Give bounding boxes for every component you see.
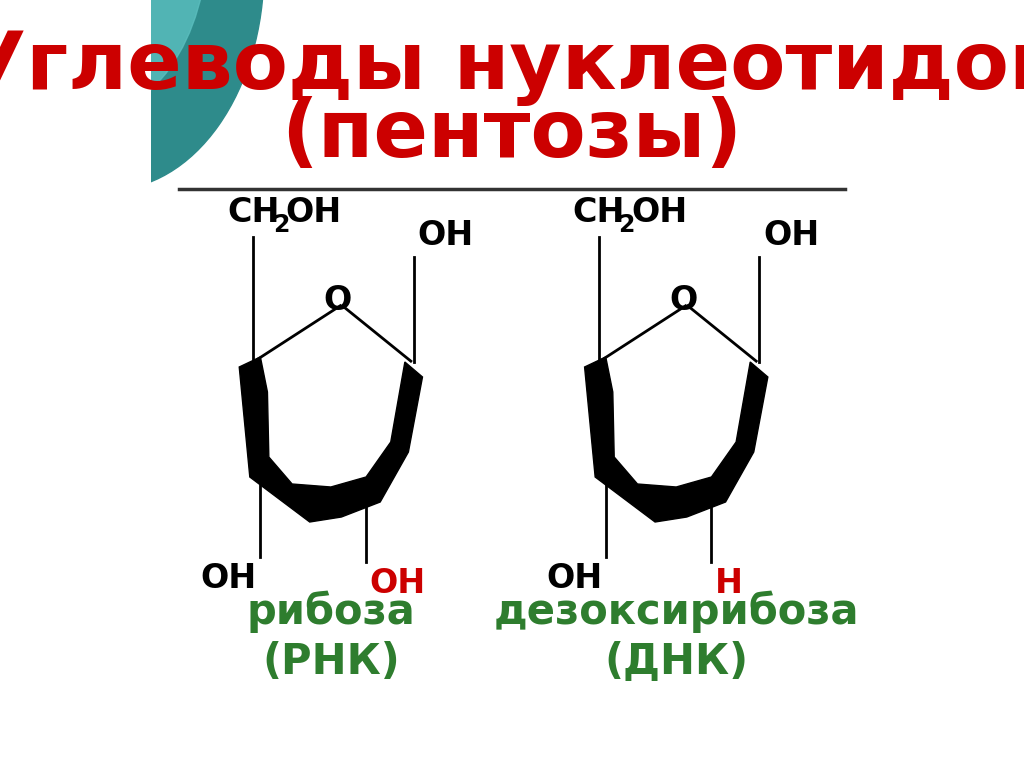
Text: H: H (715, 567, 743, 600)
Text: 2: 2 (273, 213, 290, 237)
Text: O: O (669, 284, 697, 317)
Text: Углеводы нуклеотидов: Углеводы нуклеотидов (0, 28, 1024, 106)
Text: дезоксирибоза: дезоксирибоза (494, 591, 859, 634)
Text: OH: OH (631, 196, 687, 229)
Text: O: O (324, 284, 352, 317)
Text: (РНК): (РНК) (262, 641, 399, 683)
Text: 2: 2 (618, 213, 635, 237)
Text: CH: CH (572, 196, 625, 229)
Text: рибоза: рибоза (247, 591, 416, 634)
Text: (пентозы): (пентозы) (282, 96, 742, 174)
Text: OH: OH (763, 219, 819, 252)
Polygon shape (585, 357, 768, 522)
Text: OH: OH (418, 219, 474, 252)
Text: OH: OH (370, 567, 426, 600)
Text: OH: OH (201, 562, 257, 595)
Text: OH: OH (546, 562, 602, 595)
Text: (ДНК): (ДНК) (604, 641, 749, 683)
Polygon shape (240, 357, 423, 522)
Circle shape (0, 0, 208, 120)
Text: CH: CH (227, 196, 280, 229)
Circle shape (0, 0, 264, 190)
Text: OH: OH (286, 196, 342, 229)
